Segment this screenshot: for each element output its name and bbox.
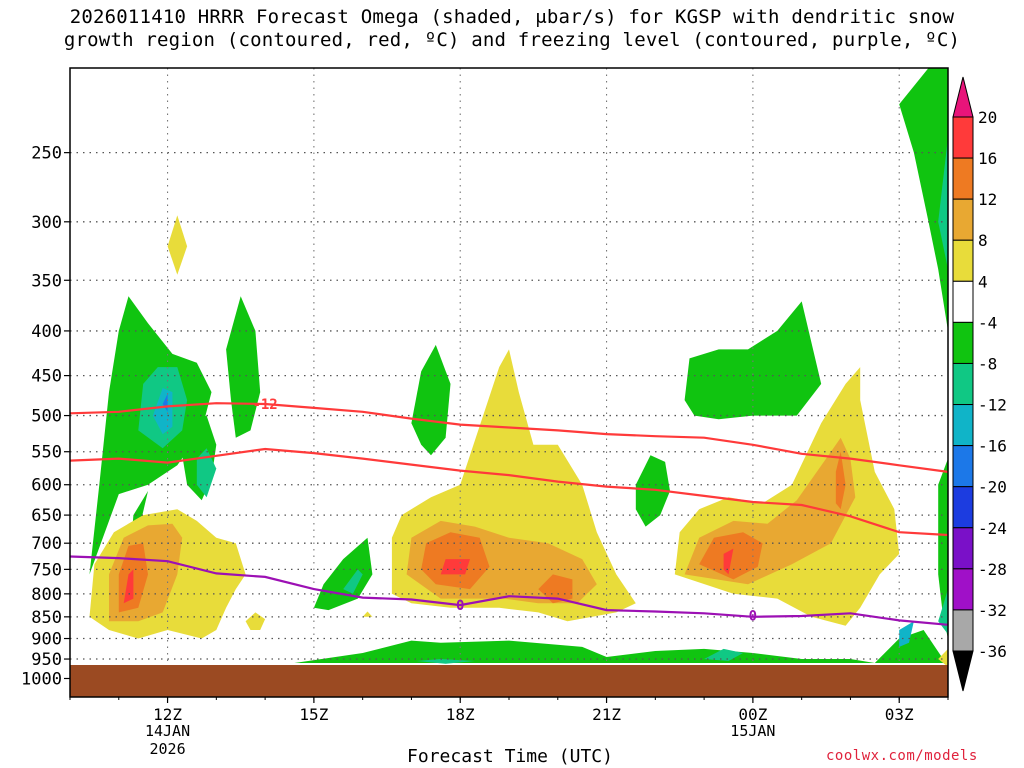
- colorbar-label-4: 4: [978, 272, 988, 291]
- x-tick-date-12Z: 14JAN: [145, 722, 190, 740]
- contour-line-0-2: [69, 555, 949, 626]
- y-tick-label-900: 900: [31, 630, 62, 650]
- colorbar-segment--4--8: [952, 321, 974, 364]
- colorbar-segment--8--12: [952, 362, 974, 406]
- omega-region--8: [704, 648, 744, 661]
- colorbar-label--4: -4: [978, 313, 997, 332]
- colorbar-label-16: 16: [978, 149, 997, 168]
- x-tick-label-15Z: 15Z: [299, 705, 328, 724]
- grid-lines: [70, 68, 948, 697]
- colorbar-label-20: 20: [978, 108, 997, 127]
- y-tick-label-850: 850: [31, 608, 62, 628]
- omega-region-4: [938, 648, 948, 667]
- colorbar-segment--16--20: [952, 445, 974, 488]
- omega-region--4: [226, 296, 261, 438]
- colorbar-segment-8-4: [952, 239, 974, 282]
- colorbar: 20 16 12 8 4 -4 -8 -12 -16 -20 -24 -28 -32 -36: [952, 76, 1007, 692]
- colorbar-label--16: -16: [978, 437, 1007, 456]
- omega-region--4: [938, 458, 948, 639]
- omega-region--4: [313, 537, 373, 611]
- omega-region-12: [538, 574, 573, 604]
- omega-region--8: [343, 569, 363, 594]
- colorbar-segment-below--36: [952, 650, 974, 692]
- omega-shading: [89, 68, 948, 667]
- colorbar-label-12: 12: [978, 190, 997, 209]
- omega-region--8: [938, 589, 948, 635]
- x-tick-year-12Z: 2026: [149, 740, 185, 758]
- y-tick-label-500: 500: [31, 407, 62, 427]
- contour-label-0-2: 0: [456, 598, 464, 614]
- colorbar-segment--28--32: [952, 568, 974, 611]
- y-tick-label-300: 300: [31, 213, 62, 233]
- x-tick-label-18Z: 18Z: [446, 705, 475, 724]
- contour-label--12-0: -12: [252, 397, 277, 413]
- x-tick-date-00Z: 15JAN: [730, 722, 775, 740]
- omega-region-16: [440, 559, 470, 575]
- omega-region--8: [196, 448, 217, 498]
- y-tick-label-600: 600: [31, 476, 62, 496]
- omega-region--4: [684, 301, 822, 420]
- omega-region--8: [938, 137, 948, 270]
- y-tick-label-650: 650: [31, 506, 62, 526]
- omega-region--4: [899, 68, 948, 331]
- y-tick-label-550: 550: [31, 443, 62, 463]
- pressure-axis: 2503003504004505005506006507007508008509…: [21, 144, 70, 689]
- credit-link[interactable]: coolwx.com/models: [826, 748, 978, 764]
- y-tick-label-700: 700: [31, 534, 62, 554]
- colorbar-label-8: 8: [978, 231, 988, 250]
- contour-line--12-0: [69, 402, 949, 473]
- chart-title-line1: 2026011410 HRRR Forecast Omega (shaded, …: [69, 6, 955, 28]
- colorbar-segment-12-8: [952, 198, 974, 241]
- omega-region--4: [635, 455, 670, 527]
- colorbar-label--36: -36: [978, 642, 1007, 661]
- omega-region-16: [123, 569, 134, 604]
- y-tick-label-250: 250: [31, 144, 62, 164]
- colorbar-segment-20-16: [952, 116, 974, 159]
- x-tick-label-21Z: 21Z: [592, 705, 621, 724]
- colorbar-segment-above-20: [952, 76, 974, 118]
- contour-label-0-b: 0: [749, 609, 757, 625]
- omega-region-4: [362, 611, 373, 617]
- contour-lines: -12 0 0: [69, 397, 949, 626]
- colorbar-label--12: -12: [978, 396, 1007, 415]
- ground-fill: [70, 665, 948, 697]
- y-tick-label-950: 950: [31, 650, 62, 670]
- omega-region--4: [411, 344, 451, 456]
- omega-region-4: [167, 215, 188, 275]
- x-tick-label-00Z: 00Z: [738, 705, 767, 724]
- colorbar-segment-16-12: [952, 157, 974, 200]
- y-tick-label-400: 400: [31, 322, 62, 342]
- colorbar-segment--24--28: [952, 527, 974, 570]
- colorbar-label--32: -32: [978, 601, 1007, 620]
- colorbar-label--8: -8: [978, 354, 997, 373]
- y-tick-label-350: 350: [31, 271, 62, 291]
- contour-line--12-1: [69, 447, 949, 537]
- x-axis-label: Forecast Time (UTC): [407, 746, 613, 767]
- omega-region-12: [835, 451, 846, 510]
- colorbar-segment--12--16: [952, 404, 974, 447]
- y-tick-label-800: 800: [31, 585, 62, 605]
- omega-region-16: [723, 548, 734, 575]
- omega-region--12: [899, 621, 914, 647]
- omega-region--4: [294, 630, 948, 663]
- colorbar-segment--20--24: [952, 486, 974, 529]
- x-tick-label-12Z: 12Z: [153, 705, 182, 724]
- chart-title-line2: growth region (contoured, red, ºC) and f…: [63, 29, 961, 51]
- y-tick-label-450: 450: [31, 367, 62, 387]
- y-tick-label-1000: 1000: [21, 669, 62, 689]
- colorbar-segment--32--36: [952, 609, 974, 652]
- y-tick-label-750: 750: [31, 560, 62, 580]
- ground-band: [70, 665, 948, 697]
- colorbar-label--24: -24: [978, 519, 1007, 538]
- colorbar-label--28: -28: [978, 560, 1007, 579]
- colorbar-label--20: -20: [978, 478, 1007, 497]
- colorbar-segment-4--4: [952, 280, 974, 323]
- x-tick-label-03Z: 03Z: [885, 705, 914, 724]
- omega-region-4: [245, 612, 266, 630]
- chart-title: 2026011410 HRRR Forecast Omega (shaded, …: [0, 6, 1024, 52]
